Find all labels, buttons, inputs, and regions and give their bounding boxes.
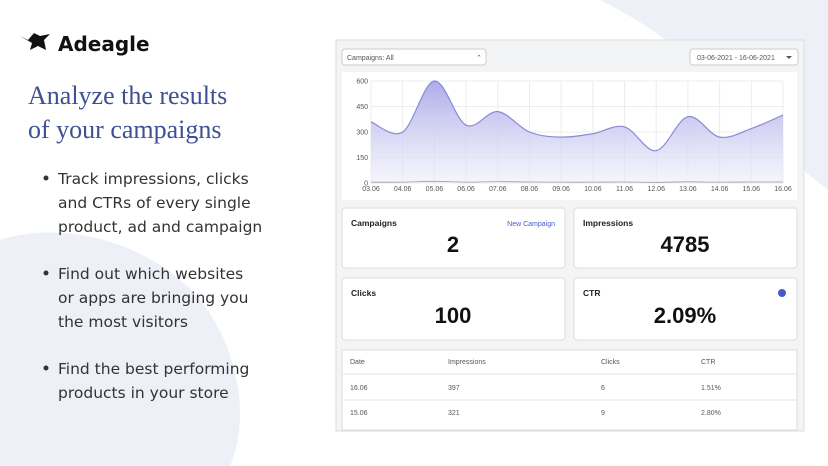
bg-blob — [0, 232, 240, 466]
card-label: CTR — [583, 288, 600, 298]
x-tick-label: 16.06 — [774, 186, 792, 193]
card-value: 100 — [435, 303, 472, 328]
line — [370, 80, 784, 152]
table-header: Clicks — [601, 359, 620, 366]
x-tick-label: 12.06 — [647, 186, 665, 193]
bullet-text: or apps are bringing you — [58, 289, 249, 307]
table-cell: 397 — [448, 385, 460, 392]
card-label: Impressions — [583, 218, 633, 228]
card — [341, 277, 566, 341]
bullet-text: Find the best performing — [58, 360, 249, 378]
table-body: Date Impressions Clicks CTR 16.06 397 6 1.51% 15… — [350, 359, 721, 417]
headline: of your campaigns — [28, 115, 222, 144]
table-header: Date — [350, 359, 365, 366]
filter-text: Campaigns: All — [347, 55, 394, 62]
chart: 0 150 300 450 600 03.06 04.06 05.06 06.06 07.06 08… — [356, 79, 792, 194]
select-caret: ⌃ — [476, 54, 482, 62]
card — [573, 207, 798, 269]
x-tick-label: 03.06 — [362, 186, 380, 193]
info-icon[interactable] — [778, 289, 786, 297]
card-value: 2.09% — [654, 303, 716, 328]
x-tick-label: 08.06 — [521, 186, 539, 193]
card-label: Clicks — [351, 288, 376, 298]
x-tick-label: 14.06 — [711, 186, 729, 193]
x-tick-label: 06.06 — [457, 186, 475, 193]
date-range: 03-06-2021 - 16-06-2021 — [697, 55, 775, 62]
table-cell: 1.51% — [701, 385, 721, 392]
brand: Adeagle — [58, 32, 150, 56]
bullet-text: the most visitors — [58, 313, 188, 331]
x-tick-label: 05.06 — [426, 186, 444, 193]
date-caret — [786, 56, 792, 59]
table-cell: 321 — [448, 410, 460, 417]
bullet-text: Find out which websites — [58, 265, 243, 283]
line — [370, 180, 784, 183]
table-cell: 9 — [601, 410, 605, 417]
bullet-dot — [43, 270, 49, 276]
bullet-text: and CTRs of every single — [58, 194, 251, 212]
logo-icon — [20, 33, 50, 50]
y-tick-label: 450 — [356, 104, 368, 111]
bullet-dot — [43, 365, 49, 371]
bullet-text: products in your store — [58, 384, 229, 402]
table-cell: 2.80% — [701, 410, 721, 417]
x-tick-label: 07.06 — [489, 186, 507, 193]
bullet-dot — [43, 175, 49, 181]
area — [371, 80, 783, 183]
card-value: 2 — [447, 232, 459, 257]
x-tick-label: 15.06 — [743, 186, 761, 193]
x-tick-label: 11.06 — [616, 186, 633, 193]
bullet-text: product, ad and campaign — [58, 218, 262, 236]
x-tick-label: 13.06 — [679, 186, 697, 193]
x-tick-label: 04.06 — [394, 186, 412, 193]
table-cell: 15.06 — [350, 410, 368, 417]
table — [341, 349, 798, 431]
card-label: Campaigns — [351, 218, 397, 228]
filter-select[interactable] — [341, 48, 487, 66]
x-tick-label: 10.06 — [584, 186, 602, 193]
y-tick-label: 0 — [364, 181, 368, 188]
headline: Analyze the results — [28, 81, 227, 110]
table-cell: 6 — [601, 385, 605, 392]
card — [341, 207, 566, 269]
date-picker[interactable] — [689, 48, 799, 66]
bullet-text: Track impressions, clicks — [57, 170, 249, 188]
card-value: 4785 — [661, 232, 710, 257]
y-tick-label: 300 — [356, 130, 368, 137]
table-header: CTR — [701, 359, 715, 366]
table-cell: 16.06 — [350, 385, 368, 392]
card — [573, 277, 798, 341]
y-tick-label: 600 — [356, 79, 368, 86]
table-header: Impressions — [448, 359, 486, 366]
y-tick-label: 150 — [356, 155, 368, 162]
card-link[interactable]: New Campaign — [507, 221, 555, 228]
x-tick-label: 09.06 — [552, 186, 570, 193]
